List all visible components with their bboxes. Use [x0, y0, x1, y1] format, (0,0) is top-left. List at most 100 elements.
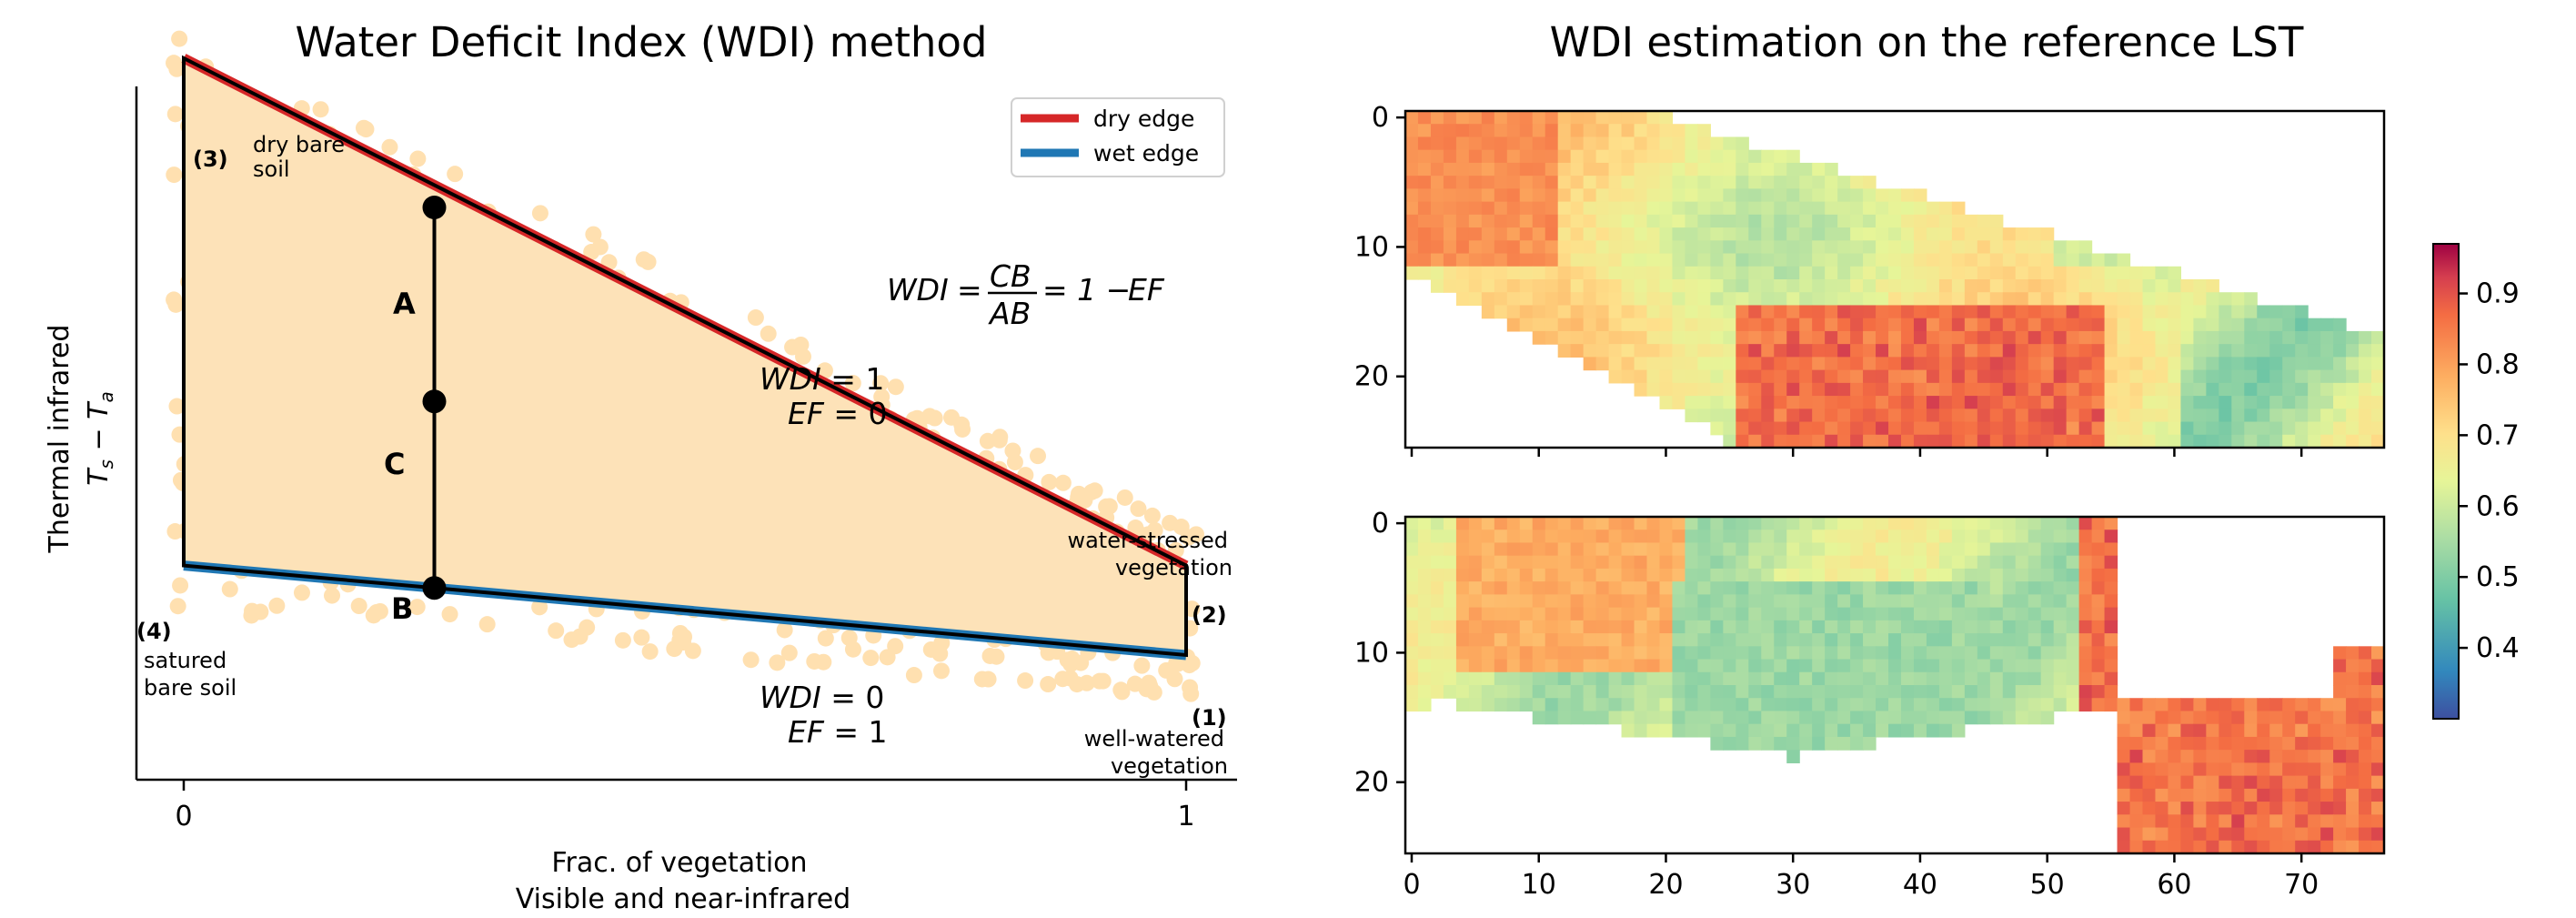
heatmap-cell	[1659, 188, 1674, 203]
scatter-point	[1112, 681, 1130, 699]
heatmap-cell	[1938, 646, 1953, 661]
heatmap-cell	[1964, 711, 1978, 725]
heatmap-cell	[2142, 357, 2157, 371]
heatmap-cell	[1761, 305, 1775, 319]
heatmap-cell	[2066, 357, 2080, 371]
heatmap-cell	[1659, 542, 1674, 557]
heatmap-cell	[1646, 723, 1661, 738]
heatmap-cell	[1545, 240, 1559, 255]
heatmap-cell	[1532, 253, 1546, 267]
heatmap-cell	[2129, 736, 2144, 751]
heatmap-cell	[2282, 396, 2296, 409]
heatmap-cell	[1646, 305, 1661, 319]
heatmap-cell	[2104, 620, 2118, 634]
heatmap-cell	[1608, 698, 1623, 712]
heatmap-cell	[1837, 568, 1851, 582]
heatmap-cell	[2359, 827, 2372, 842]
heatmap-cell	[1697, 633, 1711, 647]
heatmap-cell	[1608, 357, 1623, 371]
heatmap-cell	[1926, 357, 1940, 371]
heatmap-cell	[1748, 517, 1762, 530]
heatmap-cell	[2066, 318, 2080, 332]
heatmap-cell	[1964, 279, 1978, 293]
heatmap-cell	[2104, 633, 2118, 647]
heatmap-cell	[1710, 736, 1724, 751]
heatmap-cell	[1608, 659, 1623, 673]
heatmap-cell	[1938, 542, 1953, 557]
heatmap-cell	[1812, 434, 1826, 449]
heatmap-cell	[2104, 292, 2118, 307]
heatmap-cell	[1850, 396, 1864, 409]
heatmap-cell	[1405, 542, 1419, 557]
scatter-point	[1040, 644, 1057, 661]
heatmap-cell	[2282, 330, 2296, 345]
heatmap-cell	[1812, 607, 1826, 621]
heatmap-cell	[1608, 292, 1623, 307]
scatter-point	[1116, 489, 1133, 506]
heatmap-cell	[1519, 201, 1534, 216]
heatmap-cell	[1900, 607, 1915, 621]
heatmap-cell	[2168, 802, 2182, 815]
heatmap-cell	[2231, 814, 2245, 829]
heatmap-cell	[2117, 802, 2131, 815]
heatmap-cell	[1570, 214, 1585, 228]
heatmap-cell	[2295, 330, 2309, 345]
heatmap-cell	[2219, 421, 2232, 436]
heatmap-cell	[1557, 266, 1572, 280]
heatmap-cell	[1570, 685, 1585, 699]
vertex-text-3-line2: soil	[253, 156, 290, 182]
heatmap-cell	[1506, 149, 1521, 164]
heatmap-cell	[1506, 279, 1521, 293]
heatmap-cell	[1774, 736, 1787, 751]
heatmap-cell	[2117, 369, 2131, 384]
heatmap-cell	[1863, 188, 1877, 203]
heatmap-cell	[1646, 382, 1661, 397]
heatmap-cell	[1748, 434, 1762, 449]
heatmap-cell	[1532, 292, 1546, 307]
heatmap-cell	[1736, 633, 1749, 647]
heatmap-cell	[1646, 124, 1661, 138]
heatmap-cell	[2346, 711, 2360, 725]
heatmap-cell	[1710, 620, 1724, 634]
heatmap-cell	[1837, 633, 1851, 647]
heatmap-cell	[1938, 434, 1953, 449]
heatmap-cell	[2193, 292, 2207, 307]
heatmap-cell	[1443, 607, 1457, 621]
heatmap-cell	[1443, 594, 1457, 609]
heatmap-cell	[2040, 279, 2055, 293]
svg-text:EF = 1: EF = 1	[788, 714, 887, 750]
heatmap-cell	[1545, 188, 1559, 203]
heatmap-cell	[1634, 698, 1648, 712]
heatmap-cell	[1672, 723, 1686, 738]
heatmap-cell	[1723, 396, 1736, 409]
heatmap-cell	[1736, 227, 1749, 241]
scatter-point	[817, 630, 834, 647]
heatmap-cell	[2333, 671, 2347, 686]
heatmap-cell	[1608, 607, 1623, 621]
heatmap-cell	[1900, 240, 1915, 255]
heatmap-cell	[2282, 827, 2296, 842]
heatmap-cell	[1799, 530, 1813, 544]
heatmap-cell	[2333, 659, 2347, 673]
heatmap-cell	[1926, 659, 1940, 673]
heatmap-cell	[1926, 369, 1940, 384]
heatmap-cell	[1621, 711, 1635, 725]
heatmap-cell	[1468, 671, 1483, 686]
heatmap-cell	[2295, 711, 2309, 725]
scatter-point	[478, 616, 496, 633]
heatmap-cell	[2028, 305, 2042, 319]
heatmap-cell	[1672, 711, 1686, 725]
heatmap-cell	[1850, 555, 1864, 570]
heatmap-cell	[1736, 736, 1749, 751]
heatmap-cell	[2333, 762, 2347, 777]
heatmap-cell	[1608, 530, 1623, 544]
heatmap-cell	[1608, 369, 1623, 384]
heatmap-cell	[2333, 814, 2347, 829]
heatmap-cell	[1888, 253, 1902, 267]
heatmap-cell	[1837, 330, 1851, 345]
heatmap-cell	[2028, 607, 2042, 621]
heatmap-cell	[2180, 750, 2194, 763]
heatmap-cell	[1736, 344, 1749, 358]
heatmap-cell	[1774, 176, 1787, 189]
heatmap-cell	[1951, 530, 1966, 544]
